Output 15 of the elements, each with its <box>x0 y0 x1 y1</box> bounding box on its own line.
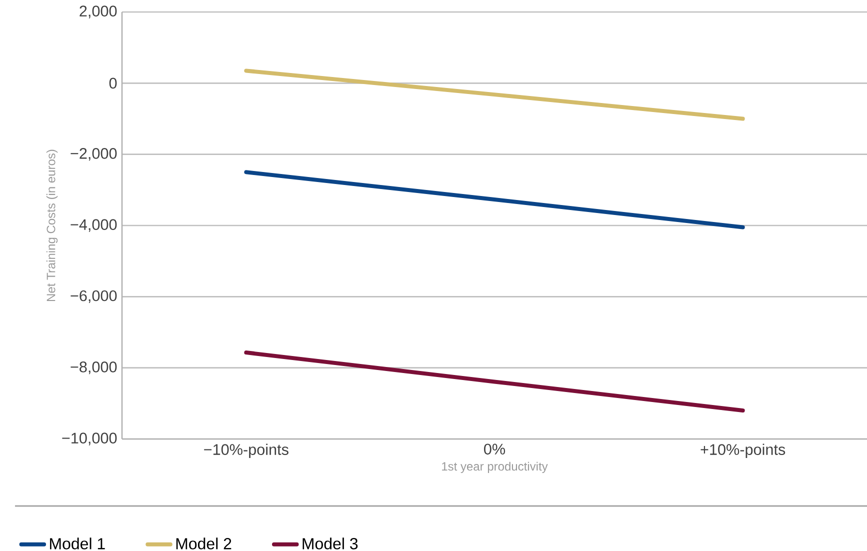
x-tick-label: +10%-points <box>700 444 786 458</box>
y-tick-label: −10,000 <box>62 432 117 446</box>
y-tick-label: −2,000 <box>70 148 117 161</box>
x-axis-title: 1st year productivity <box>442 462 548 474</box>
legend-label: Model 1 <box>50 538 105 550</box>
y-tick-label: −4,000 <box>70 219 117 232</box>
y-tick-label: 2,000 <box>80 6 117 18</box>
legend-label: Model 2 <box>176 538 232 550</box>
y-tick-label: 0 <box>109 78 117 89</box>
y-axis-title: Net Training Costs (in euros) <box>46 150 58 301</box>
x-tick-label: 0% <box>484 444 506 455</box>
y-tick-label: −6,000 <box>70 290 117 304</box>
y-tick-label: −8,000 <box>70 362 117 374</box>
x-tick-label: −10%-points <box>204 444 288 458</box>
legend-label: Model 3 <box>302 538 358 550</box>
